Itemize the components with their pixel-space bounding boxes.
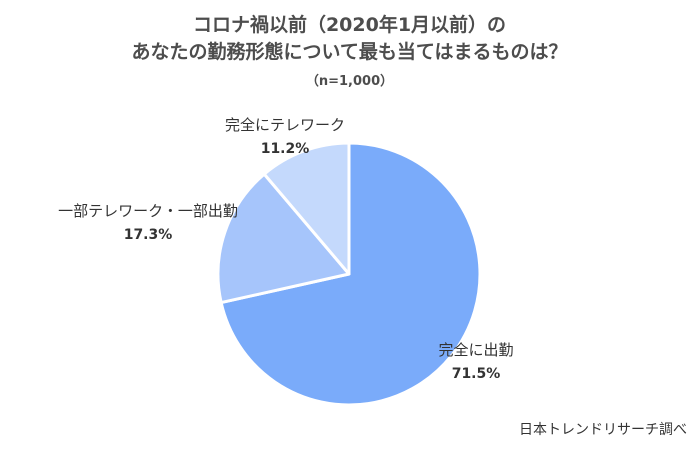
pie-slice-1 — [219, 141, 482, 407]
pie-labels: 完全に出勤 71.5% 一部テレワーク・一部出勤 17.3% 完全にテレワーク 11.2% — [58, 116, 513, 382]
slice-label-3: 完全にテレワーク — [225, 116, 345, 134]
slice-label-2: 一部テレワーク・一部出勤 — [58, 202, 238, 220]
slice-label-1: 完全に出勤 — [438, 341, 513, 359]
chart-title-line-2: あなたの勤務形態について最も当てはまるものは？ — [131, 41, 568, 63]
pie-slice-2 — [216, 172, 351, 305]
slice-value-2: 17.3% — [124, 227, 173, 243]
slice-value-3: 11.2% — [261, 141, 310, 157]
chart-title: コロナ禍以前（2020年1月以前）の あなたの勤務形態について最も当てはまるもの… — [0, 12, 699, 66]
chart-title-line-1: コロナ禍以前（2020年1月以前）の — [192, 14, 507, 36]
pie-slices — [216, 141, 482, 407]
chart-subtitle: （n=1,000） — [305, 74, 394, 89]
source-note: 日本トレンドリサーチ調べ — [519, 422, 687, 438]
pie-slice-3 — [262, 141, 351, 276]
slice-value-1: 71.5% — [452, 366, 501, 382]
